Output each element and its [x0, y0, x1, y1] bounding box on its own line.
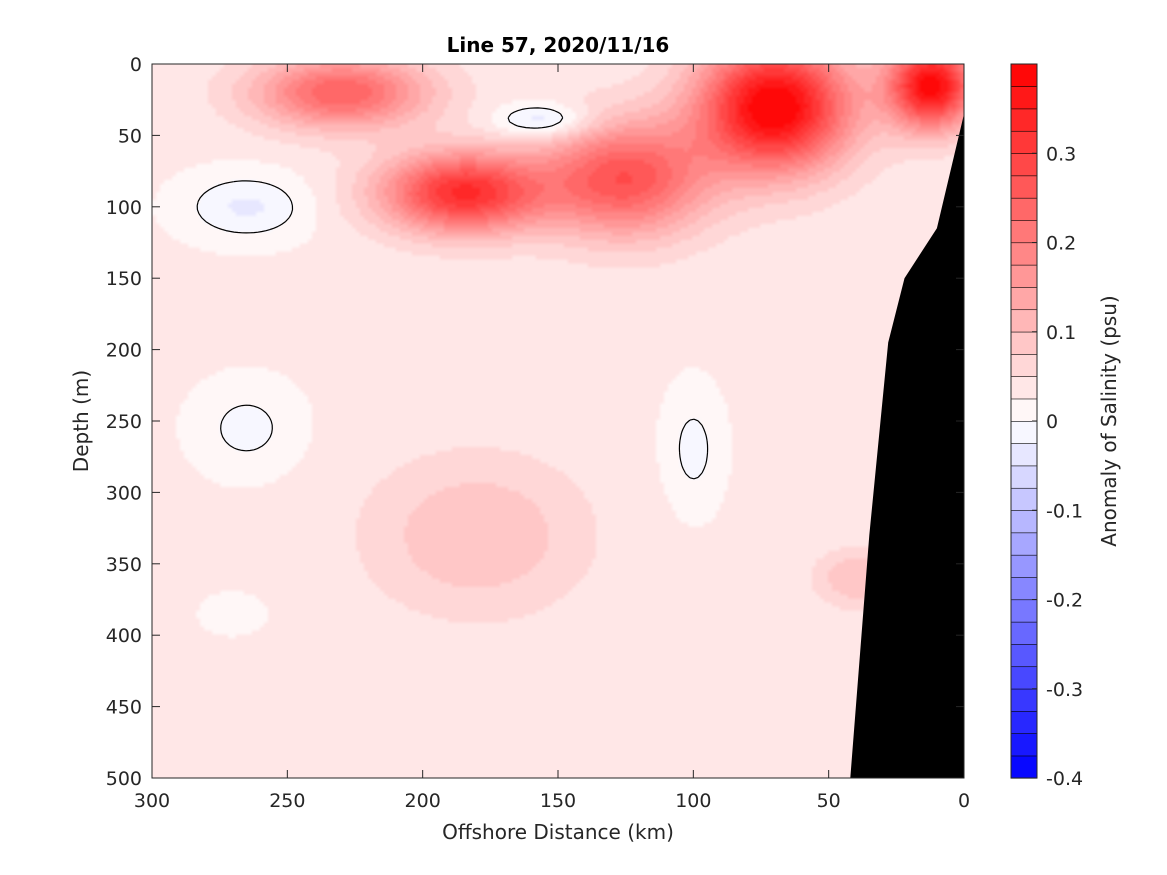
colorbar-level	[1010, 532, 1038, 556]
colorbar-level	[1010, 621, 1038, 645]
y-axis-label: Depth (m)	[69, 370, 93, 472]
y-tick-label: 500	[106, 768, 142, 790]
y-tick-label: 0	[130, 54, 142, 76]
x-tick-label: 0	[958, 790, 970, 812]
y-tick-label: 200	[106, 340, 142, 362]
y-tick-label: 150	[106, 268, 142, 290]
chart-title: Line 57, 2020/11/16	[447, 33, 670, 57]
colorbar-level	[1010, 443, 1038, 467]
salinity-anomaly-field	[152, 64, 964, 778]
colorbar-level	[1010, 63, 1038, 87]
x-tick-label: 50	[817, 790, 841, 812]
plot-area	[151, 63, 965, 779]
y-tick-label: 50	[118, 125, 142, 147]
colorbar-level	[1010, 576, 1038, 601]
colorbar: 0.3 0.2 0.1 0 -0.1 -0.2 -0.3 -0.4 Anomaly of Sa…	[1010, 63, 1121, 790]
y-tick-label: 400	[106, 625, 142, 647]
y-tick-label: 300	[106, 482, 142, 504]
colorbar-level	[1010, 219, 1038, 244]
colorbar-level	[1010, 465, 1038, 489]
colorbar-level	[1010, 599, 1038, 623]
x-axis: 300 250 200 150 100 50 0	[134, 64, 970, 812]
colorbar-level	[1010, 152, 1038, 177]
x-tick-label: 300	[134, 790, 170, 812]
colorbar-level	[1010, 755, 1038, 779]
colorbar-level	[1010, 554, 1038, 578]
colorbar-level	[1010, 242, 1038, 266]
colorbar-tick-label: -0.3	[1046, 679, 1083, 701]
colorbar-level	[1010, 353, 1038, 377]
colorbar-level	[1010, 309, 1038, 333]
colorbar-label: Anomaly of Salinity (psu)	[1097, 295, 1121, 546]
y-tick-label: 100	[106, 197, 142, 219]
colorbar-tick-label: 0.3	[1046, 143, 1076, 165]
y-axis: 0 50 100 150 200 250 300 350 400 450 500	[106, 54, 964, 790]
y-tick-label: 450	[106, 697, 142, 719]
colorbar-level	[1010, 643, 1038, 668]
colorbar-level	[1010, 286, 1038, 311]
x-tick-label: 100	[675, 790, 711, 812]
colorbar-level	[1010, 175, 1038, 199]
colorbar-level	[1010, 108, 1038, 132]
x-tick-label: 250	[269, 790, 305, 812]
colorbar-level	[1010, 130, 1038, 154]
x-tick-label: 200	[405, 790, 441, 812]
y-tick-label: 350	[106, 554, 142, 576]
colorbar-tick-label: 0.1	[1046, 322, 1076, 344]
x-tick-label: 150	[540, 790, 576, 812]
colorbar-tick-label: -0.4	[1046, 768, 1083, 790]
colorbar-level	[1010, 86, 1038, 110]
colorbar-level	[1010, 710, 1038, 734]
colorbar-tick-label: -0.1	[1046, 500, 1083, 522]
colorbar-tick-label: 0.2	[1046, 233, 1076, 255]
colorbar-level	[1010, 487, 1038, 511]
seafloor-bathymetry	[850, 113, 964, 779]
colorbar-level	[1010, 733, 1038, 757]
colorbar-level	[1010, 398, 1038, 422]
colorbar-level	[1010, 420, 1038, 444]
colorbar-level	[1010, 688, 1038, 712]
zero-contour-lines	[196, 107, 709, 480]
colorbar-level	[1010, 331, 1038, 355]
colorbar-tick-label: 0	[1046, 411, 1058, 433]
x-axis-label: Offshore Distance (km)	[442, 820, 674, 844]
colorbar-level	[1010, 666, 1038, 690]
y-tick-label: 250	[106, 411, 142, 433]
zero-contour-line	[196, 107, 709, 480]
colorbar-tick-label: -0.2	[1046, 590, 1083, 612]
colorbar-levels	[1010, 63, 1038, 779]
colorbar-level	[1010, 264, 1038, 288]
colorbar-ticks: 0.3 0.2 0.1 0 -0.1 -0.2 -0.3 -0.4	[1032, 143, 1083, 790]
colorbar-level	[1010, 197, 1038, 221]
colorbar-level	[1010, 509, 1038, 534]
colorbar-level	[1010, 376, 1038, 400]
